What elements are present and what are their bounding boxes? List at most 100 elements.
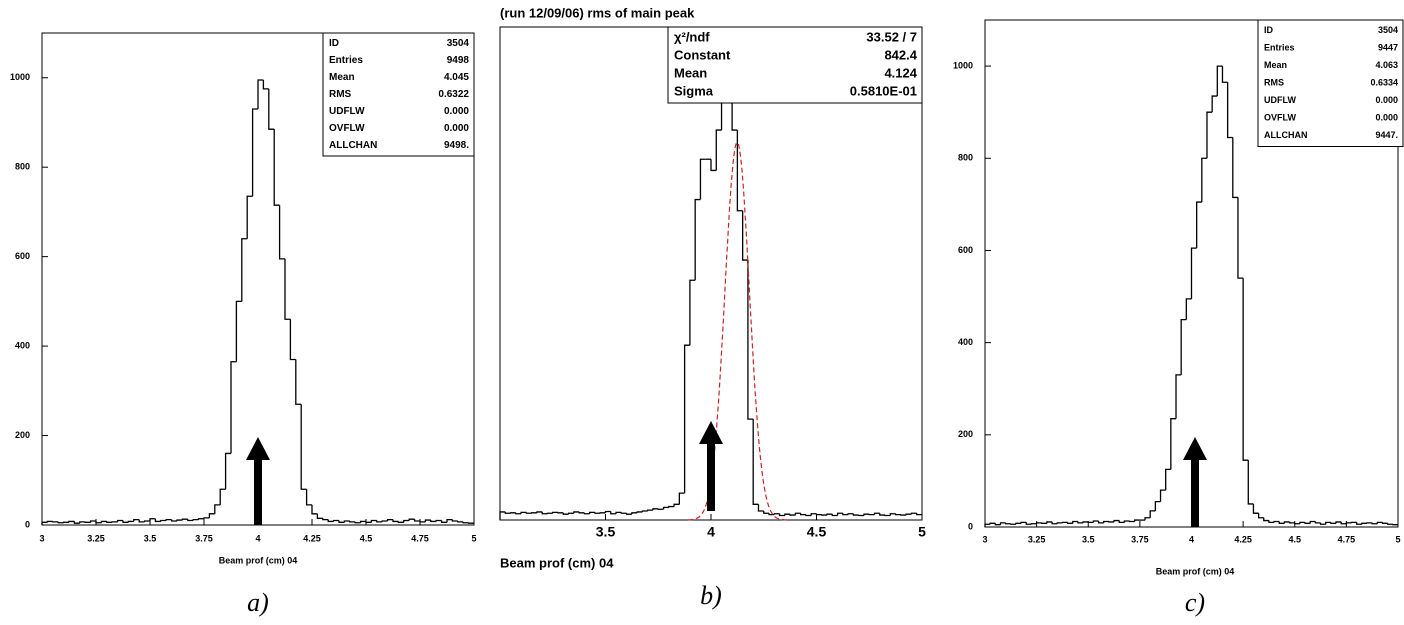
stats-value: 4.124 bbox=[884, 65, 917, 80]
stats-value: 0.6322 bbox=[438, 89, 469, 100]
stats-value: 9498 bbox=[447, 55, 470, 66]
histogram-bar bbox=[1103, 520, 1109, 523]
histogram-bar bbox=[1025, 522, 1032, 525]
x-axis-label: Beam prof (cm) 04 bbox=[219, 555, 298, 565]
histogram-bar bbox=[905, 513, 912, 516]
histogram-bar bbox=[143, 520, 150, 522]
histogram-bar bbox=[589, 511, 595, 514]
histogram-bar bbox=[689, 279, 696, 346]
histogram-bar bbox=[1092, 520, 1099, 523]
histogram-bar bbox=[1356, 522, 1362, 525]
histogram-bar bbox=[392, 519, 399, 523]
x-tick-label: 4.75 bbox=[1338, 534, 1356, 544]
stats-value: 3504 bbox=[447, 38, 470, 49]
histogram-bar bbox=[794, 512, 801, 516]
histogram-bar bbox=[562, 512, 569, 515]
histogram-bar bbox=[604, 510, 611, 513]
stats-name: Mean bbox=[674, 65, 707, 80]
x-axis-label: Beam prof (cm) 04 bbox=[1156, 566, 1235, 576]
histogram-bar bbox=[989, 522, 996, 525]
histogram-bar bbox=[715, 129, 722, 171]
histogram-bar bbox=[1056, 522, 1063, 524]
stats-name: OVFLW bbox=[1264, 113, 1297, 123]
histogram-bar bbox=[836, 512, 843, 516]
histogram-bar bbox=[1278, 521, 1285, 524]
x-tick-label: 4.5 bbox=[807, 524, 827, 540]
stats-value: 3504 bbox=[1378, 25, 1398, 35]
histogram-bar bbox=[1072, 520, 1078, 524]
histogram-bar bbox=[278, 205, 285, 260]
histogram-bar bbox=[641, 510, 648, 512]
histogram-bar bbox=[41, 521, 48, 525]
histogram-bar bbox=[370, 519, 377, 523]
stats-name: ALLCHAN bbox=[329, 140, 377, 151]
x-tick-label: 3.5 bbox=[1082, 534, 1095, 544]
x-tick-label: 5 bbox=[1395, 534, 1400, 544]
histogram-bar bbox=[446, 518, 453, 523]
histogram-bar bbox=[116, 519, 123, 522]
x-tick-label: 4 bbox=[1189, 534, 1194, 544]
histogram-bar bbox=[847, 513, 854, 515]
histogram-bar bbox=[106, 521, 113, 523]
histogram-bar bbox=[520, 511, 527, 514]
histogram-bar bbox=[668, 505, 675, 508]
histogram-bar bbox=[694, 198, 701, 281]
histogram-bar bbox=[203, 517, 210, 519]
x-tick-label: 4 bbox=[707, 524, 715, 540]
histogram-bar bbox=[386, 518, 393, 521]
histogram-bar bbox=[268, 88, 275, 130]
x-tick-label: 3.5 bbox=[144, 533, 157, 543]
histogram-bar bbox=[192, 518, 199, 521]
histogram-bar bbox=[620, 512, 627, 514]
stats-name: Entries bbox=[329, 55, 363, 66]
stats-value: 4.045 bbox=[444, 72, 469, 83]
histogram-bar bbox=[994, 523, 1001, 526]
histogram-bar bbox=[1185, 298, 1192, 320]
histogram-bar bbox=[826, 513, 833, 516]
arrows bbox=[246, 421, 1207, 527]
histogram-bar bbox=[879, 513, 886, 516]
histogram-bar bbox=[1247, 460, 1254, 505]
x-tick-label: 5 bbox=[918, 524, 926, 540]
histogram-bar bbox=[536, 511, 543, 513]
histogram-bar bbox=[1097, 521, 1104, 524]
stats-name: Entries bbox=[1264, 43, 1295, 53]
histogram-bar bbox=[1232, 137, 1238, 199]
histogram-bar bbox=[1175, 374, 1182, 419]
histogram-bar bbox=[1309, 520, 1316, 524]
x-tick-label: 4.25 bbox=[1234, 534, 1252, 544]
histogram-bar bbox=[873, 512, 880, 515]
y-tick-label: 1000 bbox=[10, 72, 30, 82]
histogram-bar bbox=[1283, 521, 1290, 524]
histogram-bar bbox=[457, 520, 464, 523]
histogram-bar bbox=[784, 513, 791, 516]
stats-value: 0.5810E-01 bbox=[850, 83, 917, 98]
x-tick-label: 4 bbox=[255, 533, 260, 543]
histogram-bar bbox=[789, 514, 796, 516]
stats-name: ID bbox=[1264, 25, 1274, 35]
histogram-bar bbox=[1345, 522, 1352, 524]
x-tick-label: 3 bbox=[982, 534, 987, 544]
histogram-bar bbox=[46, 520, 53, 523]
histogram-bar bbox=[1005, 522, 1011, 525]
stats-box bbox=[1257, 19, 1404, 147]
histogram-bar bbox=[251, 108, 258, 197]
histogram-bar bbox=[541, 511, 548, 515]
histogram-bar bbox=[1196, 201, 1202, 249]
histogram-bar bbox=[662, 506, 669, 510]
histogram-bar bbox=[365, 521, 372, 523]
arrow bbox=[1183, 437, 1207, 527]
histogram-bar bbox=[552, 511, 559, 514]
histogram-bar bbox=[1051, 521, 1058, 525]
histogram-bar bbox=[381, 520, 388, 522]
histogram-bar bbox=[567, 512, 574, 515]
histogram-bar bbox=[831, 514, 838, 517]
histogram-bar bbox=[1371, 522, 1378, 525]
histogram-bar bbox=[230, 361, 237, 454]
histogram-bar bbox=[219, 488, 226, 505]
histogram-bar bbox=[262, 79, 269, 90]
histogram-bar bbox=[354, 521, 361, 524]
histogram-bar bbox=[73, 521, 80, 524]
histogram-bar bbox=[1268, 520, 1275, 524]
histogram-bar bbox=[910, 512, 917, 515]
